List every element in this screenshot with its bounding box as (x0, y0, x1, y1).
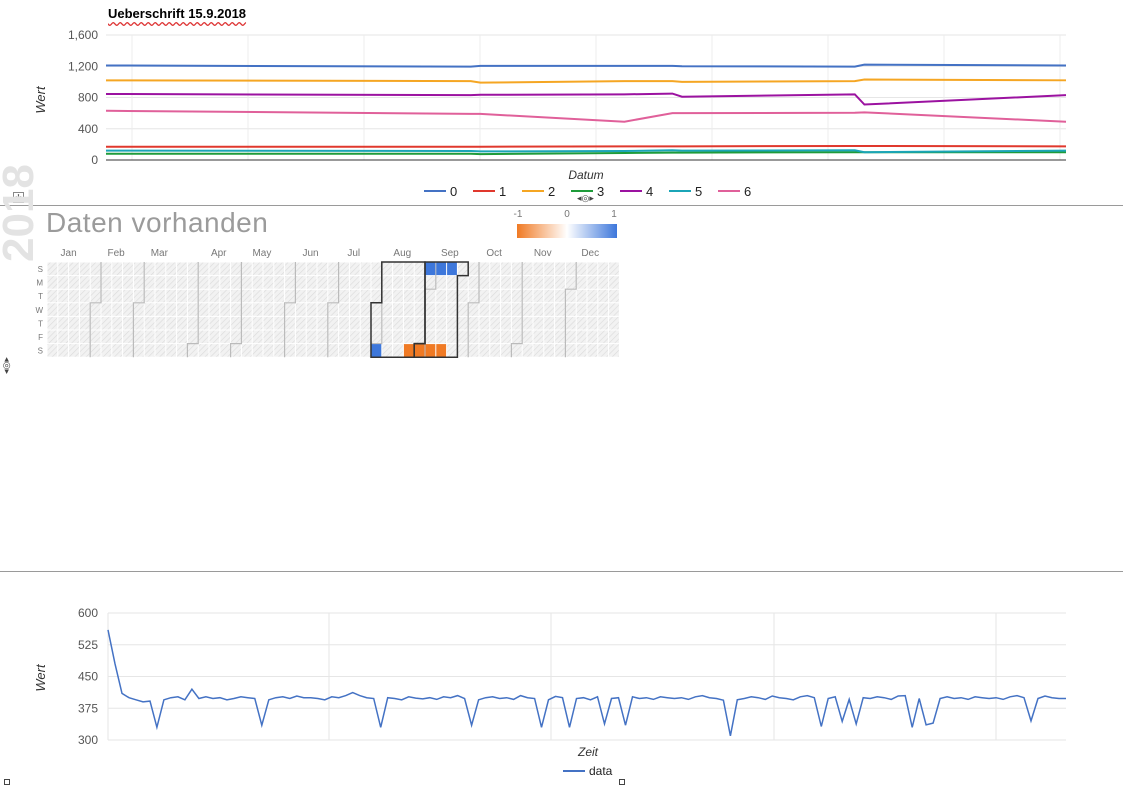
series-line-4 (105, 92, 1067, 106)
series-line-2 (105, 78, 1067, 84)
month-label: Mar (151, 248, 169, 259)
calendar-title: Daten vorhanden (46, 207, 269, 238)
month-boundary (186, 262, 199, 358)
y-axis-label: Wert (33, 85, 48, 114)
line-chart-zeit[interactable]: 300 375 450 525 600 Zeit Wert data (0, 572, 1123, 794)
month-label: Jun (302, 248, 318, 259)
month-boundary (230, 262, 242, 358)
weekday-label: S (38, 347, 43, 356)
month-label: Oct (486, 248, 502, 259)
move-handle-icon[interactable]: ✢ (13, 192, 24, 203)
series-line-0 (105, 63, 1067, 68)
data-cell (436, 344, 447, 357)
weekday-label: S (38, 265, 43, 274)
month-boundary (467, 262, 480, 358)
x-axis-label: Datum (568, 168, 603, 182)
month-label: Apr (211, 248, 227, 259)
speaker-icon[interactable]: ◂◎▸ (1, 357, 11, 374)
month-boundary (284, 262, 296, 358)
legend-label: 6 (744, 184, 751, 199)
colorbar-tick: 1 (611, 209, 617, 220)
month-boundary (327, 262, 340, 358)
data-cell (447, 262, 457, 276)
speaker-icon-top[interactable]: ◂◎▸ (577, 193, 594, 203)
y-tick-label: 800 (78, 91, 98, 105)
y-tick-label: 400 (78, 122, 98, 136)
legend-label: 5 (695, 184, 702, 199)
series-line-1 (106, 144, 1067, 148)
legend-label: 2 (548, 184, 555, 199)
weekday-label: T (38, 319, 43, 328)
resize-handle-icon[interactable] (619, 779, 625, 785)
month-label: May (252, 248, 271, 259)
legend-label: 3 (597, 184, 604, 199)
legend-label: data (589, 764, 613, 778)
month-label: Dec (581, 248, 599, 259)
weekday-label: F (38, 333, 43, 342)
y-tick-label: 1,200 (68, 59, 98, 73)
weekday-label: W (35, 306, 43, 315)
data-cell (436, 262, 447, 276)
divider (0, 205, 1123, 206)
y-tick-label: 1,600 (68, 28, 98, 42)
y-tick-label: 450 (78, 670, 98, 684)
month-boundary (510, 262, 523, 358)
weekday-label: M (36, 279, 43, 288)
data-cell (414, 344, 425, 357)
y-axis-label: Wert (33, 663, 48, 692)
legend-label: 0 (450, 184, 457, 199)
y-tick-label: 600 (78, 606, 98, 620)
series-line-data (107, 629, 1066, 736)
data-cell (425, 344, 436, 357)
legend-label: 1 (499, 184, 506, 199)
month-outline-sep (413, 261, 469, 358)
data-cell (403, 344, 414, 357)
calendar-grid (47, 262, 620, 358)
month-label: Feb (108, 248, 126, 259)
series-line-6 (105, 109, 1067, 123)
chart-title: Ueberschrift 15.9.2018 (108, 6, 247, 21)
month-label: Aug (393, 248, 411, 259)
data-cell (425, 262, 436, 276)
colorbar-tick: -1 (514, 209, 523, 220)
line-chart-datum[interactable]: 0 400 800 1,200 1,600 Datum Wert 0 1 2 3 4 5 6 (0, 0, 1123, 205)
y-tick-label: 375 (78, 701, 98, 715)
month-label: Jan (61, 248, 77, 259)
month-label: Sep (441, 248, 459, 259)
y-tick-label: 300 (78, 733, 98, 747)
weekday-label: T (38, 292, 43, 301)
divider (0, 571, 1123, 572)
resize-handle-icon[interactable] (4, 779, 10, 785)
colorbar-tick: 0 (564, 209, 570, 220)
month-boundary (564, 262, 577, 358)
legend-label: 4 (646, 184, 653, 199)
month-label: Nov (534, 248, 552, 259)
month-label: Jul (347, 248, 360, 259)
series-line-5 (105, 149, 1067, 154)
month-boundary (132, 262, 145, 358)
month-boundary (89, 262, 102, 358)
y-tick-label: 525 (78, 638, 98, 652)
colorbar (517, 224, 617, 238)
y-tick-label: 0 (91, 153, 98, 167)
x-axis-label: Zeit (577, 745, 599, 759)
calendar-heatmap[interactable]: Jan Feb Mar Apr May Jun Jul Aug Sep Oct Nov DecSMTW… (0, 205, 640, 395)
data-cell (371, 344, 382, 357)
